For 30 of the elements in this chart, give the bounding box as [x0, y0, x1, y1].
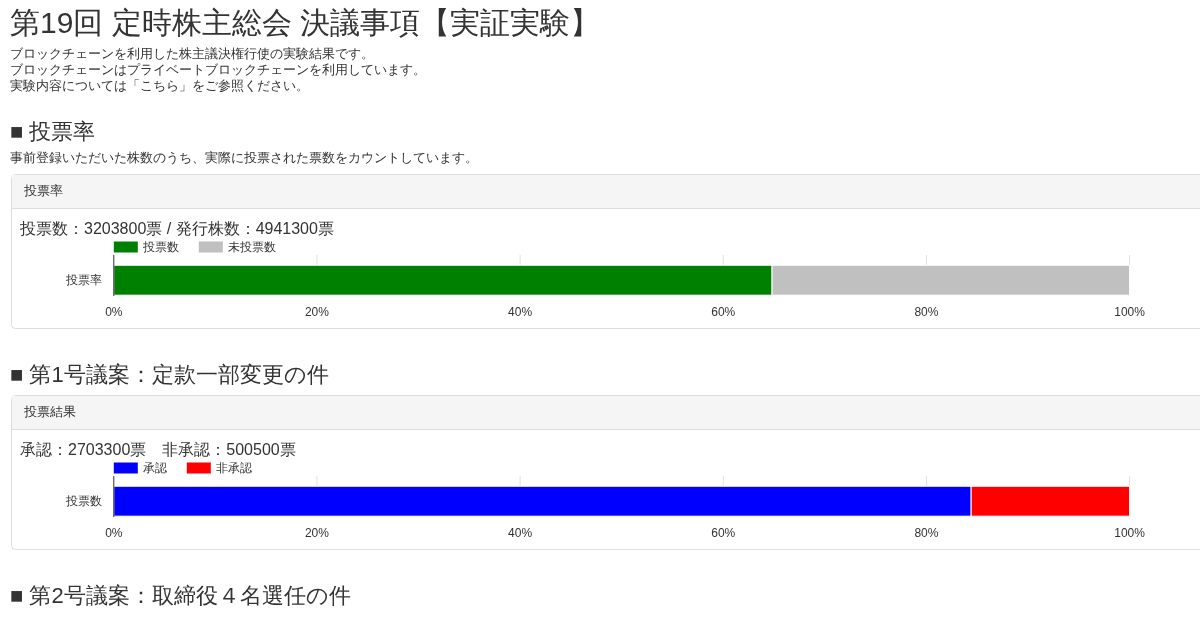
tick-label: 0% [105, 305, 123, 319]
tick-label: 40% [508, 305, 533, 319]
tick-label: 80% [914, 305, 939, 319]
section-heading: ■ 第2号議案：取締役４名選任の件 [10, 582, 351, 608]
tick-label: 0% [105, 526, 123, 540]
legend-label: 投票数 [142, 240, 179, 254]
note: ブロックチェーンを利用した株主議決権行使の実験結果です。 [10, 47, 374, 61]
section-heading: ■ 第1号議案：定款一部変更の件 [10, 361, 329, 387]
subtitle: 事前登録いただいた株数のうち、実際に投票された票数をカウントしています。 [10, 151, 478, 165]
tick-label: 100% [1114, 526, 1145, 540]
panel-heading: 投票率 [24, 184, 63, 198]
tick-label: 20% [304, 305, 329, 319]
tick-label: 60% [711, 526, 736, 540]
legend-label: 承認 [142, 461, 167, 475]
chart-title: 承認：2703300票 非承認：500500票 [20, 440, 296, 458]
note: ブロックチェーンはプライベートブロックチェーンを利用しています。 [10, 63, 426, 77]
category-label: 投票率 [65, 273, 102, 288]
category-label: 投票数 [65, 494, 102, 509]
tick-label: 100% [1114, 305, 1145, 319]
note: 実験内容については「こちら」をご参照ください。 [10, 79, 309, 93]
page-title: 第19回 定時株主総会 決議事項【実証実験】 [10, 5, 601, 39]
tick-label: 60% [711, 305, 736, 319]
chart-title: 投票数：3203800票 / 発行株数：4941300票 [20, 219, 334, 237]
section-heading: ■ 投票率 [10, 118, 96, 144]
tick-label: 40% [508, 526, 533, 540]
legend-label: 未投票数 [227, 240, 276, 254]
panel-heading: 投票結果 [24, 405, 76, 419]
tick-label: 80% [914, 526, 939, 540]
tick-label: 20% [304, 526, 329, 540]
legend-label: 非承認 [215, 461, 252, 475]
